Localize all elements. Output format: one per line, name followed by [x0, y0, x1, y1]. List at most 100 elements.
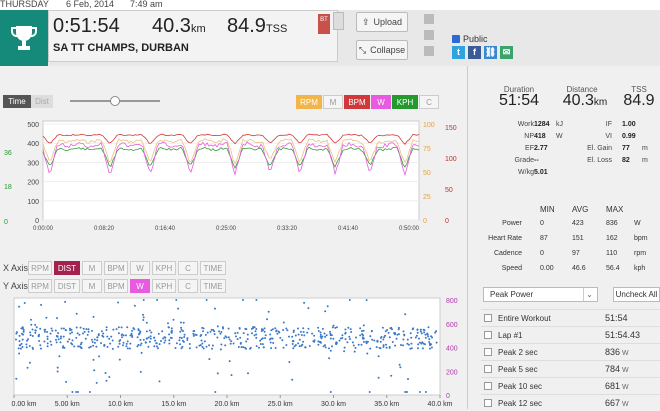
scatter-point [230, 340, 233, 343]
scatter-point [220, 343, 223, 346]
x-axis-option-m[interactable]: M [82, 261, 102, 275]
peak-row[interactable]: Entire Workout 51:54 [481, 309, 660, 326]
scatter-point [264, 334, 267, 337]
series-toggle-rpm[interactable]: RPM [296, 95, 322, 109]
scatter-point [180, 347, 183, 350]
x-axis-option-dist[interactable]: DIST [54, 261, 80, 275]
scatter-point [31, 328, 34, 331]
time-toggle[interactable]: Time [3, 95, 31, 108]
scatter-point [25, 346, 28, 349]
scatter-point [403, 334, 406, 337]
y-axis-option-m[interactable]: M [82, 279, 102, 293]
scatter-point [105, 329, 108, 331]
series-toggle-bpm[interactable]: BPM [344, 95, 370, 109]
zoom-slider-handle[interactable] [110, 96, 120, 106]
scatter-point [170, 330, 173, 333]
series-toggle-m[interactable]: M [323, 95, 343, 109]
scatter-point [423, 331, 426, 334]
scatter-point [270, 337, 272, 340]
scatter-point [182, 321, 185, 324]
tss-value: 84.9 [227, 15, 266, 37]
scatter-point [237, 346, 240, 348]
scatter-point [270, 347, 273, 350]
y-axis-option-time[interactable]: TIME [200, 279, 226, 293]
x-axis-option-bpm[interactable]: BPM [104, 261, 128, 275]
series-toggle-w[interactable]: W [371, 95, 391, 109]
scatter-point [117, 332, 120, 335]
x-axis-option-kph[interactable]: KPH [152, 261, 176, 275]
scatter-point [307, 307, 310, 310]
axis-tick-label: 0 [423, 218, 427, 225]
scatter-point [209, 330, 212, 333]
peak-checkbox[interactable] [484, 399, 492, 407]
y-axis-option-rpm[interactable]: RPM [28, 279, 52, 293]
peak-row[interactable]: Peak 12 sec 667 W [481, 394, 660, 411]
time-series-chart[interactable]: 5004003002001000361801007550250150100500… [0, 112, 468, 234]
y-axis-option-bpm[interactable]: BPM [104, 279, 128, 293]
uncheck-all-button[interactable]: Uncheck All [613, 287, 660, 302]
upload-button[interactable]: ⇪ Upload [356, 12, 408, 32]
series-toggle-c[interactable]: C [419, 95, 439, 109]
facebook-icon[interactable]: f [468, 46, 481, 59]
peak-row[interactable]: Lap #1 51:54.43 [481, 326, 660, 343]
y-axis-option-c[interactable]: C [178, 279, 198, 293]
public-toggle[interactable]: Public [452, 34, 488, 44]
peak-row[interactable]: Peak 10 sec 681 W [481, 377, 660, 394]
color-swatch[interactable] [333, 12, 344, 30]
peak-row[interactable]: Peak 5 sec 784 W [481, 360, 660, 377]
email-icon[interactable]: ✉ [500, 46, 513, 59]
table-header: MAX [606, 205, 624, 214]
bt-badge[interactable]: BT [318, 14, 330, 34]
peak-checkbox[interactable] [484, 331, 492, 339]
x-axis-option-time[interactable]: TIME [200, 261, 226, 275]
scatter-point [77, 391, 79, 393]
table-cell: 87 [540, 235, 548, 242]
comment-icon[interactable] [424, 30, 434, 40]
scatter-point [60, 335, 62, 338]
scatter-point [45, 316, 48, 319]
scatter-point [223, 337, 226, 340]
peak-checkbox[interactable] [484, 314, 492, 322]
series-toggle-kph[interactable]: KPH [392, 95, 418, 109]
scatter-point [126, 347, 129, 350]
scatter-chart[interactable]: 800 600 400 200 0 0.00 km 5.00 km 10.0 km 15.0 k… [0, 292, 468, 409]
collapse-button[interactable]: ⤡ Collapse [356, 40, 408, 60]
scatter-point [362, 340, 365, 343]
peak-checkbox[interactable] [484, 365, 492, 373]
scatter-point [263, 330, 266, 333]
peak-checkbox[interactable] [484, 382, 492, 390]
public-checkbox[interactable] [452, 35, 460, 43]
scatter-point [331, 326, 334, 329]
scatter-point [346, 341, 349, 344]
peak-type-select[interactable]: Peak Power ⌄ [483, 287, 598, 302]
scatter-point [272, 342, 275, 344]
scatter-point [178, 336, 181, 339]
scatter-point [205, 299, 208, 301]
y-axis-option-w[interactable]: W [130, 279, 150, 293]
peak-checkbox[interactable] [484, 348, 492, 356]
table-cell: 97 [572, 250, 580, 257]
scatter-point [15, 338, 17, 341]
x-axis-option-rpm[interactable]: RPM [28, 261, 52, 275]
scatter-point [206, 331, 209, 334]
scatter-point [395, 337, 398, 340]
axis-tick-label: 600 [446, 322, 458, 329]
x-axis-option-c[interactable]: C [178, 261, 198, 275]
metric-value: -- [534, 157, 539, 164]
x-axis-option-w[interactable]: W [130, 261, 150, 275]
twitter-icon[interactable]: t [452, 46, 465, 59]
map-icon[interactable] [424, 46, 434, 56]
scatter-point [329, 332, 332, 335]
link-icon[interactable]: ⛓ [484, 46, 497, 59]
scatter-point [291, 335, 294, 338]
dist-toggle[interactable]: Dist [31, 95, 53, 108]
y-axis-option-dist[interactable]: DIST [54, 279, 80, 293]
metric-label: NP [524, 133, 534, 140]
metric-row: W/kg 5.01 [484, 169, 660, 180]
axis-tick-label: 0 [446, 393, 450, 400]
peak-row[interactable]: Peak 2 sec 836 W [481, 343, 660, 360]
axis-tick-label: 200 [446, 369, 458, 376]
y-axis-option-kph[interactable]: KPH [152, 279, 176, 293]
scatter-point [253, 334, 256, 337]
bar-chart-icon[interactable] [424, 14, 434, 24]
